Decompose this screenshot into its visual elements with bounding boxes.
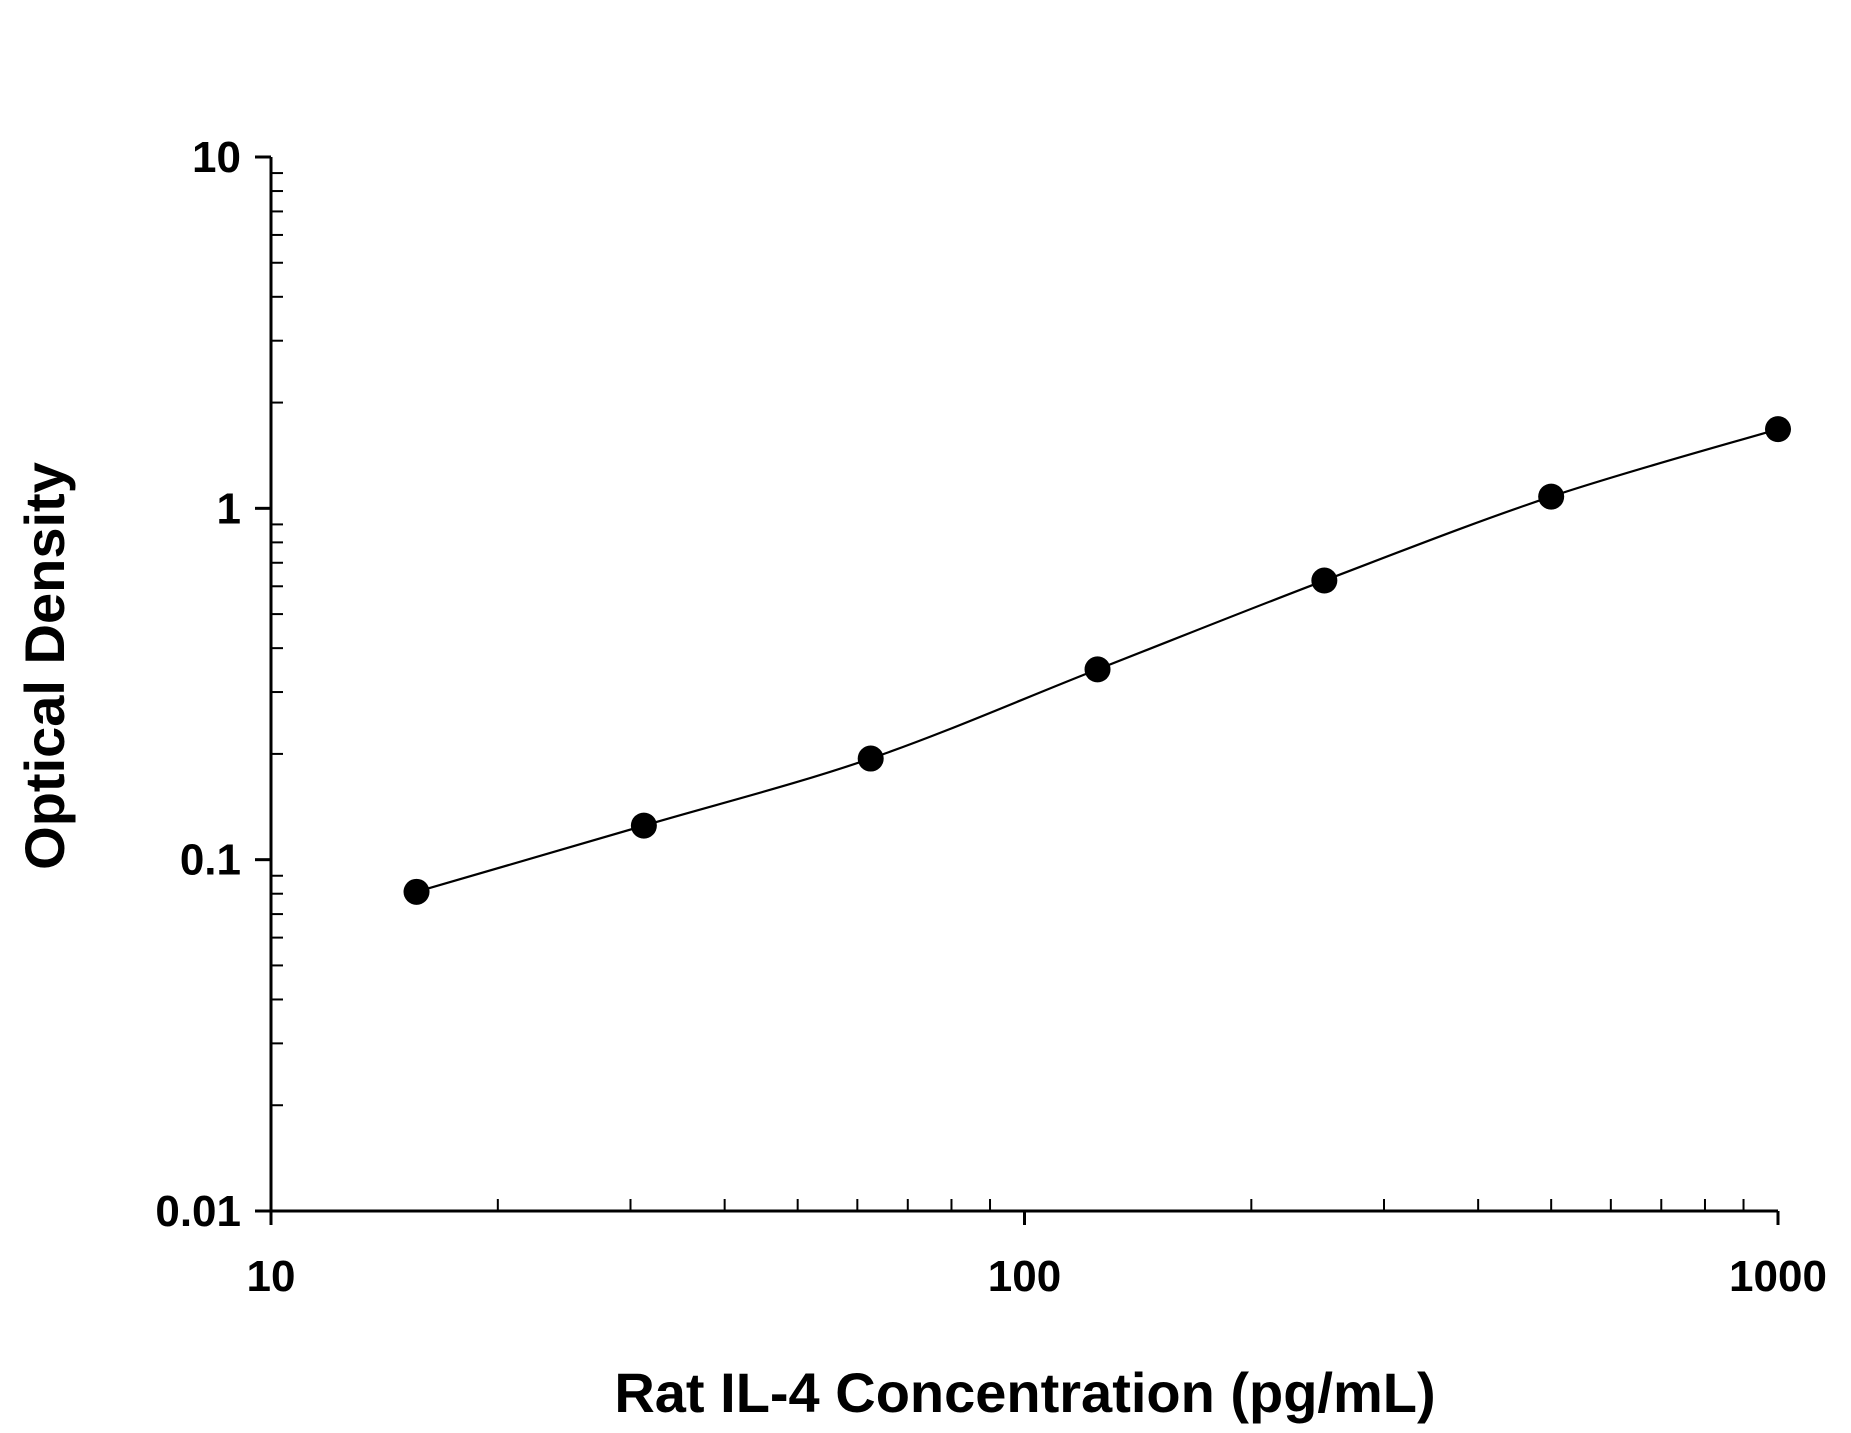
- data-point: [857, 745, 884, 772]
- y-axis-title: Optical Density: [13, 462, 76, 870]
- x-tick-label: 100: [988, 1252, 1061, 1301]
- y-tick-label: 0.01: [155, 1187, 241, 1236]
- data-point: [1538, 483, 1565, 510]
- y-tick-label: 1: [217, 484, 241, 533]
- data-point: [403, 878, 430, 905]
- data-point: [630, 812, 657, 839]
- y-tick-label: 10: [192, 133, 241, 182]
- data-point: [1311, 567, 1338, 594]
- data-point: [1084, 656, 1111, 683]
- x-axis: 10 100 1000: [247, 1199, 1827, 1301]
- y-axis: 0.01 0.1 1 10: [155, 133, 283, 1236]
- data-point: [1765, 416, 1791, 443]
- y-tick-label: 0.1: [180, 836, 241, 885]
- x-tick-label: 10: [247, 1252, 296, 1301]
- x-axis-title: Rat IL-4 Concentration (pg/mL): [614, 1361, 1435, 1424]
- x-tick-label: 1000: [1729, 1252, 1827, 1301]
- data-points-layer: [403, 416, 1791, 905]
